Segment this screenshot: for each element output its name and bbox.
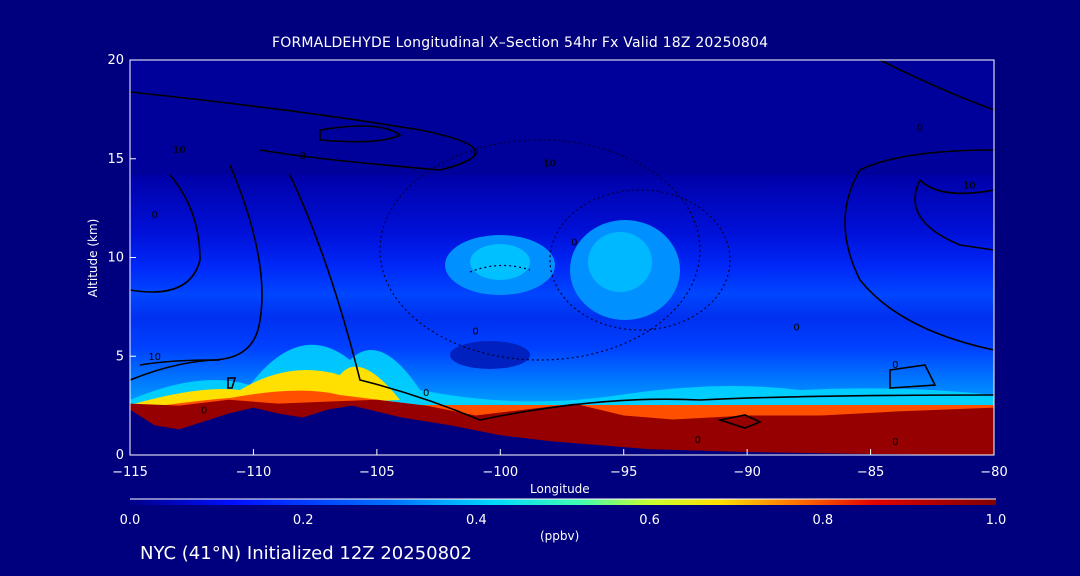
- contour-label: 0: [472, 147, 478, 158]
- contour-label: 0: [917, 123, 923, 134]
- x-axis: −115 −110 −105 −100 −95 −90 −85 −80: [112, 449, 1008, 480]
- contour-label: 0: [300, 151, 306, 162]
- x-tick-label: −95: [610, 465, 637, 480]
- x-axis-label: Longitude: [530, 482, 590, 496]
- colorbar-tick-label: 0.4: [466, 513, 487, 528]
- contour-line: [844, 149, 994, 351]
- contour-label: 10: [543, 159, 556, 170]
- contour-line: [130, 174, 201, 293]
- heatmap-blob-left-core: [470, 244, 530, 280]
- contour-line: [130, 359, 221, 381]
- contour-line: [319, 125, 402, 143]
- heatmap-mid-bands: [130, 175, 994, 405]
- contour-label: 0: [201, 406, 207, 417]
- y-tick-label: 20: [107, 53, 124, 68]
- contour-label: 0: [423, 388, 429, 399]
- contour-label: 0: [892, 360, 898, 371]
- chart-title: FORMALDEHYDE Longitudinal X–Section 54hr…: [272, 35, 769, 51]
- contour-label: 0: [892, 437, 898, 448]
- contour-line: [139, 164, 263, 366]
- y-tick-label: 5: [116, 349, 124, 364]
- colorbar-tick-label: 0.6: [639, 513, 660, 528]
- x-tick-label: −105: [359, 465, 395, 480]
- y-tick-label: 15: [107, 152, 124, 167]
- contour-lines-dashed: [379, 139, 731, 361]
- contour-line: [889, 364, 937, 389]
- x-tick-label: −110: [236, 465, 272, 480]
- y-axis-label: Altitude (km): [86, 219, 100, 298]
- contour-lines: [130, 60, 994, 429]
- contour-dashed: [549, 189, 731, 331]
- heatmap-dark-pocket: [450, 341, 530, 369]
- contour-dashed: [379, 139, 701, 361]
- contour-label: 0: [151, 210, 157, 221]
- y-tick-label: 10: [107, 251, 124, 266]
- colorbar-tick-label: 0.2: [293, 513, 314, 528]
- terrain-area: [130, 405, 994, 455]
- x-tick-label: −90: [733, 465, 760, 480]
- contour-line: [227, 377, 237, 389]
- terrain: [130, 405, 994, 455]
- y-tick-label: 0: [116, 448, 124, 463]
- footer-location: NYC (41°N) Initialized 12Z 20250802: [140, 543, 472, 564]
- contour-label: 0: [472, 327, 478, 338]
- contour-line: [479, 394, 994, 421]
- contour-line: [716, 414, 763, 429]
- contour-line: [289, 174, 481, 421]
- heatmap-blob-right-core: [588, 232, 652, 292]
- contour-line: [879, 60, 994, 111]
- x-tick-label: −80: [980, 465, 1007, 480]
- contour-label: 0: [793, 323, 799, 334]
- contour-label: 10: [148, 352, 161, 363]
- contour-label: 0: [695, 435, 701, 446]
- contour-label: 10: [963, 180, 976, 191]
- colorbar-tick-label: 0.0: [120, 513, 141, 528]
- y-axis: 0 5 10 15 20: [107, 53, 136, 463]
- contour-dashed: [469, 264, 531, 273]
- x-tick-label: −115: [112, 465, 148, 480]
- colorbar-tick-label: 0.8: [812, 513, 833, 528]
- contour-labels: 10 0 0 10 0 10 0 0 0 10 0 0 0 0 0 0: [148, 123, 975, 448]
- x-tick-label: −100: [482, 465, 518, 480]
- contour-line: [130, 91, 477, 171]
- contour-line: [914, 178, 994, 251]
- colorbar-tick-label: 1.0: [986, 513, 1007, 528]
- x-tick-label: −85: [857, 465, 884, 480]
- contour-label: 0: [571, 238, 577, 249]
- colorbar: [130, 499, 996, 505]
- contour-label: 10: [173, 145, 186, 156]
- colorbar-ticks: 0.0 0.2 0.4 0.6 0.8 1.0: [120, 513, 1007, 528]
- colorbar-units: (ppbv): [540, 529, 580, 543]
